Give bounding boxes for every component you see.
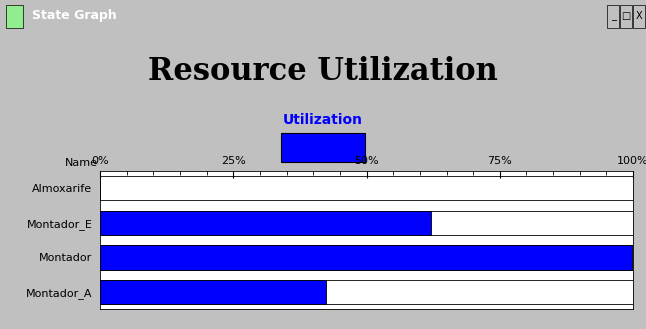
Bar [100,280,633,304]
FancyBboxPatch shape [282,133,364,162]
Bar [100,211,431,235]
Bar [6,5,23,28]
Bar [620,5,632,28]
Bar [100,211,633,235]
Bar [633,5,645,28]
Bar [100,245,633,269]
Bar [100,280,326,304]
Text: X: X [636,11,642,21]
Text: _: _ [610,11,616,21]
Bar [100,176,633,200]
Text: State Graph: State Graph [32,9,117,22]
Text: Name: Name [65,158,98,168]
Text: Utilization: Utilization [283,113,363,127]
Text: Resource Utilization: Resource Utilization [148,56,498,87]
Bar [607,5,619,28]
Text: □: □ [621,11,630,21]
Bar [100,245,632,269]
